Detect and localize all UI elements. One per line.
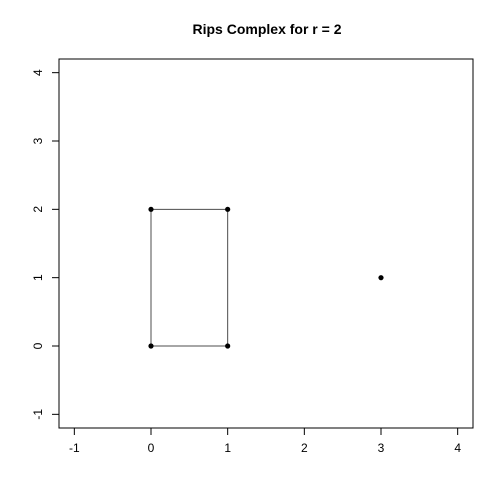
x-tick-label: 0 [148, 441, 155, 455]
x-tick-label: 2 [301, 441, 308, 455]
y-tick-label: 3 [31, 137, 45, 144]
data-point [378, 275, 384, 281]
y-tick-label: 4 [31, 69, 45, 76]
data-point [148, 343, 154, 349]
y-tick-label: 1 [31, 274, 45, 281]
data-point [225, 206, 231, 212]
data-point [148, 206, 154, 212]
x-tick-label: 3 [378, 441, 385, 455]
y-tick-label: 2 [31, 206, 45, 213]
y-axis: -1 0 1 2 3 4 [31, 69, 60, 420]
plot-frame [58, 58, 474, 429]
y-tick-label: 0 [31, 342, 45, 349]
data-point [225, 343, 231, 349]
edge-layer [150, 208, 229, 347]
x-tick-label: 1 [224, 441, 231, 455]
point-layer [148, 206, 384, 349]
chart-title: Rips Complex for r = 2 [193, 21, 342, 37]
x-axis: -1 0 1 2 3 4 [69, 427, 461, 455]
y-tick-label: -1 [31, 409, 45, 420]
x-tick-label: 4 [454, 441, 461, 455]
x-tick-label: -1 [69, 441, 80, 455]
